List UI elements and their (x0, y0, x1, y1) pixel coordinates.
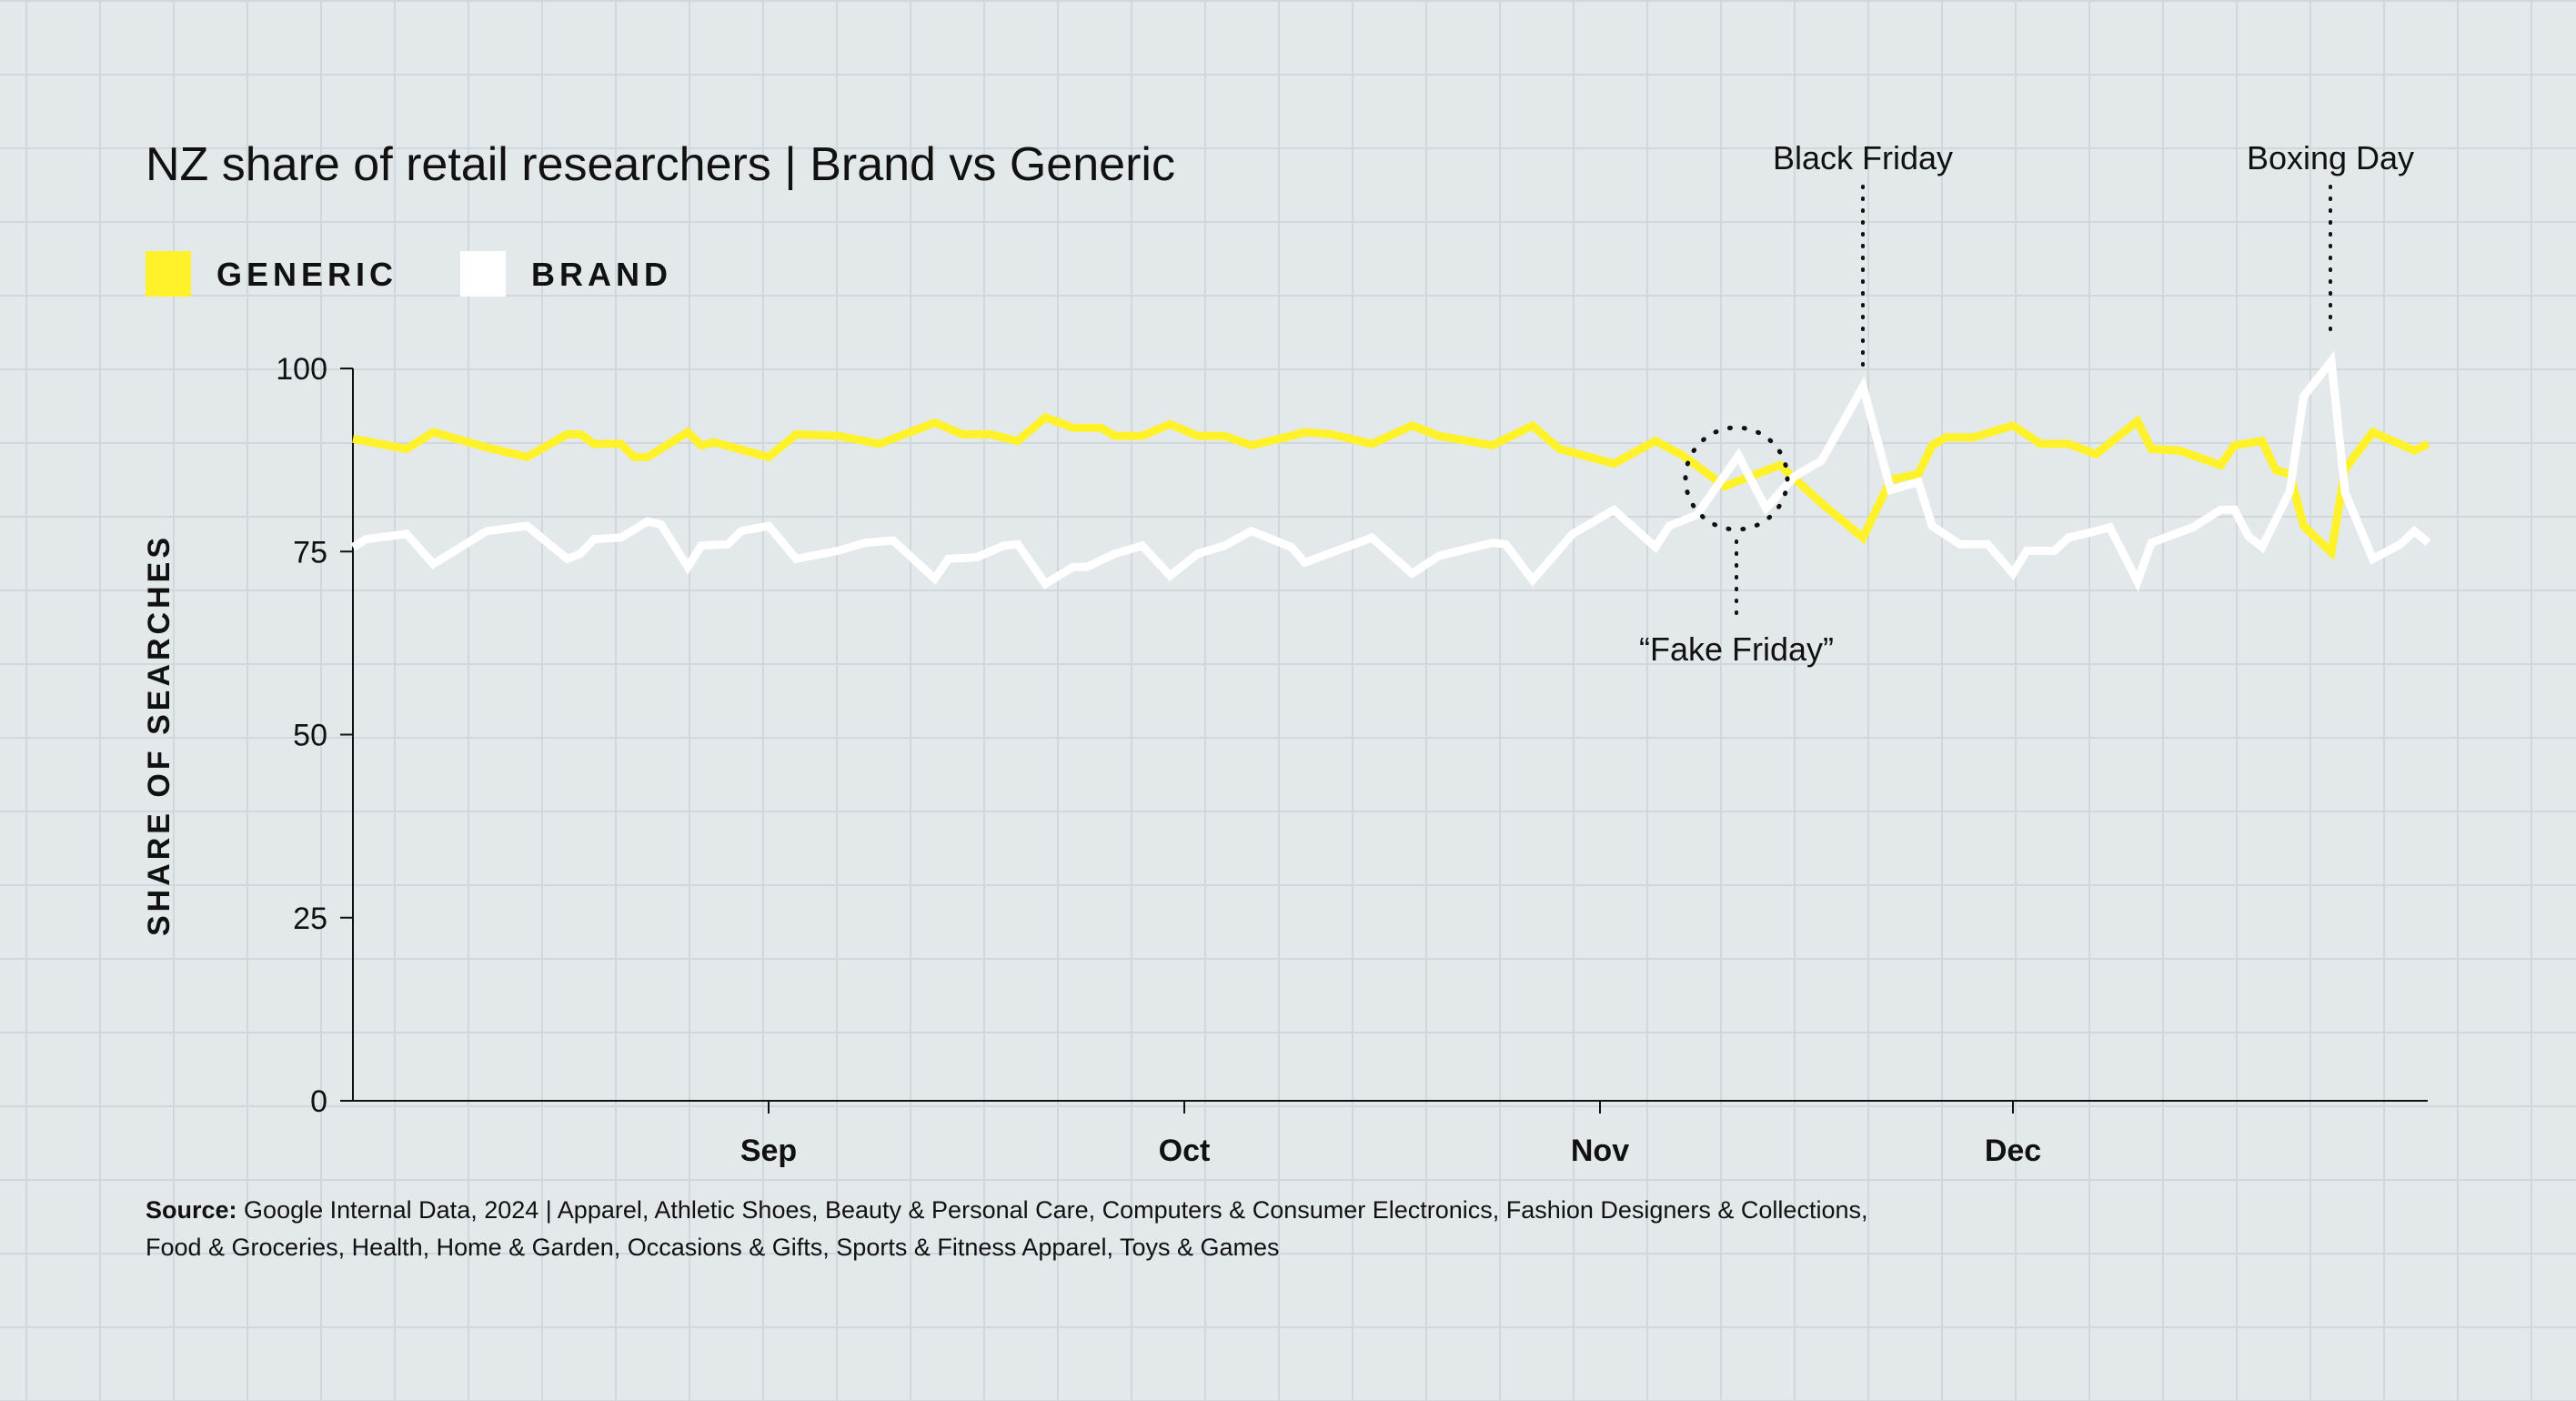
y-tick-label: 50 (293, 719, 327, 753)
x-tick-label: Nov (1571, 1134, 1629, 1168)
x-tick-label: Dec (1985, 1134, 2041, 1168)
axes: 0 25 50 75 100 Sep Oct Nov Dec (276, 352, 2428, 1168)
annotation-circle-fake-friday (1683, 425, 1790, 532)
legend-label-brand: BRAND (531, 256, 672, 293)
y-tick-label: 0 (310, 1084, 327, 1119)
source-text-1: Google Internal Data, 2024 | Apparel, At… (244, 1196, 1867, 1224)
x-tick-label: Sep (740, 1134, 797, 1168)
series-line-generic (352, 412, 2430, 561)
y-tick-label: 75 (293, 535, 327, 569)
y-tick-label: 25 (293, 902, 327, 936)
source-line-1: Source: Google Internal Data, 2024 | App… (146, 1196, 1867, 1224)
legend: GENERIC BRAND (146, 251, 672, 297)
series-lines (350, 350, 2431, 592)
source-label: Source: (146, 1196, 237, 1224)
legend-swatch-brand (460, 251, 506, 297)
legend-label-generic: GENERIC (216, 256, 397, 293)
legend-swatch-generic (146, 251, 191, 297)
source-line-2: Food & Groceries, Health, Home & Garden,… (146, 1234, 1280, 1261)
annotations: Black Friday Boxing Day “Fake Friday” (1639, 139, 2414, 668)
chart-title: NZ share of retail researchers | Brand v… (146, 138, 1175, 191)
annotation-fake-friday: “Fake Friday” (1639, 630, 1834, 668)
annotation-black-friday: Black Friday (1773, 139, 1953, 176)
x-tick-label: Oct (1159, 1134, 1211, 1168)
annotation-boxing-day: Boxing Day (2247, 139, 2414, 176)
y-axis-label: SHARE OF SEARCHES (142, 534, 176, 936)
series-line-brand (350, 350, 2431, 592)
y-tick-label: 100 (276, 352, 327, 387)
